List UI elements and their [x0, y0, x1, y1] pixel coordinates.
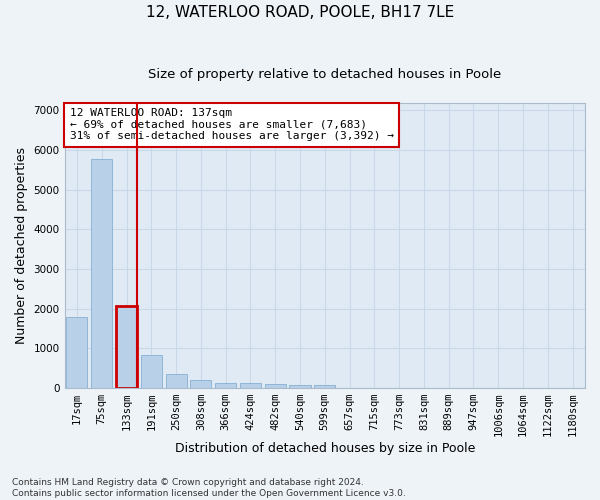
Bar	[116, 306, 137, 388]
Bar	[67, 318, 88, 388]
Y-axis label: Number of detached properties: Number of detached properties	[15, 146, 28, 344]
Text: 12 WATERLOO ROAD: 137sqm
← 69% of detached houses are smaller (7,683)
31% of sem: 12 WATERLOO ROAD: 137sqm ← 69% of detach…	[70, 108, 394, 142]
Bar	[289, 384, 311, 388]
Bar	[141, 356, 162, 388]
Bar	[240, 384, 261, 388]
Bar	[265, 384, 286, 388]
Bar	[314, 386, 335, 388]
Text: 12, WATERLOO ROAD, POOLE, BH17 7LE: 12, WATERLOO ROAD, POOLE, BH17 7LE	[146, 5, 454, 20]
Title: Size of property relative to detached houses in Poole: Size of property relative to detached ho…	[148, 68, 502, 80]
Bar	[166, 374, 187, 388]
Bar	[190, 380, 211, 388]
Text: Contains HM Land Registry data © Crown copyright and database right 2024.
Contai: Contains HM Land Registry data © Crown c…	[12, 478, 406, 498]
X-axis label: Distribution of detached houses by size in Poole: Distribution of detached houses by size …	[175, 442, 475, 455]
Bar	[91, 159, 112, 388]
Bar	[215, 382, 236, 388]
